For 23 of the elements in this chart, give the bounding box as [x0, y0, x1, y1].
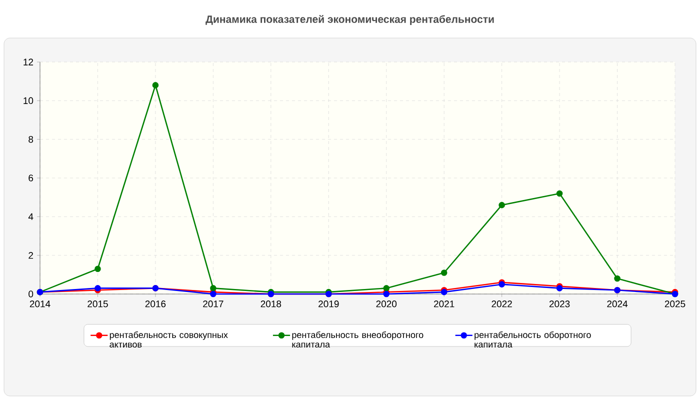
y-tick-label: 0 — [28, 290, 34, 298]
x-tick-label: 2019 — [318, 300, 339, 308]
x-tick-label: 2022 — [492, 300, 512, 308]
x-tick-label: 2023 — [549, 300, 570, 308]
y-tick-label: 8 — [28, 136, 34, 143]
x-tick-label: 2015 — [88, 300, 108, 308]
y-tick-label: 10 — [24, 97, 34, 104]
x-tick-label: 2018 — [260, 300, 282, 308]
x-tick-label: 2024 — [607, 300, 628, 308]
x-tick-label: 2014 — [30, 300, 50, 308]
y-tick-label: 2 — [28, 252, 34, 259]
legend-label: рентабельность совокупных активов — [110, 331, 228, 348]
x-tick-label: 2017 — [203, 300, 224, 308]
y-tick-label: 6 — [28, 174, 34, 182]
legend-label: рентабельность оборотного капитала — [474, 331, 591, 348]
x-tick-label: 2021 — [434, 300, 454, 308]
x-tick-label: 2016 — [145, 300, 166, 308]
x-tick-label: 2025 — [664, 300, 686, 308]
y-tick-label: 12 — [24, 58, 34, 66]
chart-title: Динамика показателей экономическая рентабельности — [206, 15, 494, 25]
x-tick-label: 2020 — [376, 300, 397, 308]
legend-label: рентабельность внеоборотного капитала — [292, 331, 424, 348]
y-tick-label: 4 — [28, 213, 34, 220]
